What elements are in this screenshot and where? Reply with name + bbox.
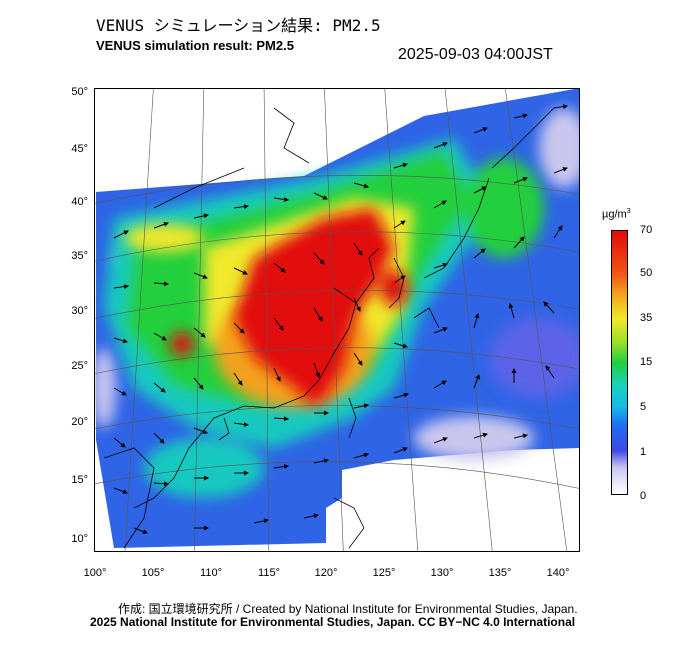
lat-tick-label: 30° <box>71 305 88 317</box>
lat-tick-label: 25° <box>71 360 88 372</box>
lon-tick-label: 140° <box>546 567 570 579</box>
lon-tick-label: 130° <box>430 567 454 579</box>
lat-tick-label: 10° <box>71 533 88 545</box>
coastlines <box>103 107 555 549</box>
map-frame <box>94 88 580 552</box>
colorbar-label: 0 <box>640 490 647 502</box>
lon-tick-label: 135° <box>488 567 512 579</box>
lat-tick-label: 35° <box>71 250 88 262</box>
pm25-map <box>94 88 580 552</box>
colorbar-unit: µg/m3 <box>602 208 631 221</box>
colorbar-label: 1 <box>640 446 647 458</box>
credit-text: 作成: 国立環境研究所 / Created by National Instit… <box>118 602 578 616</box>
title-japanese: VENUS シミュレーション結果: PM2.5 <box>96 16 381 35</box>
timestamp: 2025-09-03 04:00JST <box>398 46 553 63</box>
lon-tick-label: 110° <box>200 567 222 579</box>
high-layer <box>170 208 408 403</box>
title-english: VENUS simulation result: PM2.5 <box>96 38 294 53</box>
graticule <box>94 88 580 552</box>
colorbar-label: 70 <box>640 224 653 236</box>
colorbar-label: 15 <box>640 356 653 368</box>
lon-tick-label: 125° <box>372 567 396 579</box>
wind-vectors <box>113 104 568 534</box>
colorbar-label: 5 <box>640 401 647 413</box>
lon-tick-label: 115° <box>258 567 280 579</box>
lat-tick-label: 15° <box>71 474 88 486</box>
lat-tick-label: 40° <box>71 196 88 208</box>
license-text: 2025 National Institute for Environmenta… <box>90 615 576 629</box>
lon-tick-label: 100° <box>83 567 107 579</box>
lat-tick-label: 50° <box>71 86 88 98</box>
lon-tick-label: 120° <box>314 567 338 579</box>
lon-tick-label: 105° <box>141 567 165 579</box>
colorbar-label: 35 <box>640 312 653 324</box>
lat-tick-label: 20° <box>71 416 88 428</box>
lat-tick-label: 45° <box>71 143 88 155</box>
colorbar-label: 50 <box>640 267 653 279</box>
colorbar <box>611 230 628 495</box>
